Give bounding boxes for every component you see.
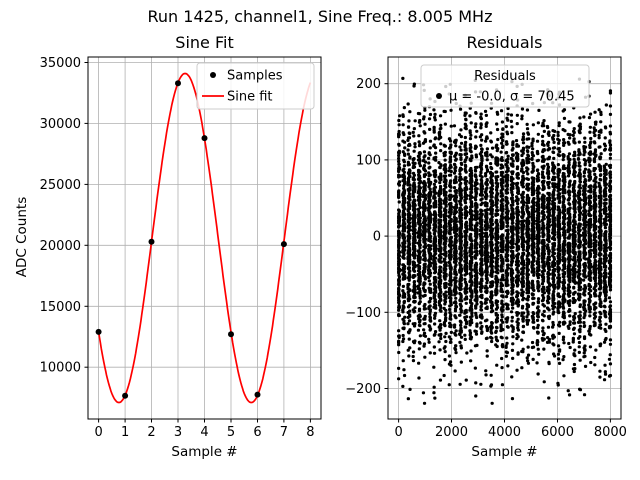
x-tick-label: 2000 [435,425,468,440]
x-tick-label: 5 [227,425,235,440]
legend-sine-fit: Samples Sine fit [196,62,315,110]
x-tick-label: 2 [147,425,155,440]
y-tick-label: 30000 [40,117,81,132]
legend-title-residuals: Residuals [474,69,536,84]
sample-point [175,80,181,87]
sample-points [95,80,287,399]
sample-point [122,392,129,399]
sample-point [228,331,234,338]
sample-point [280,241,287,248]
y-tick-label: 20000 [40,239,81,254]
x-tick-label: 3 [174,425,182,440]
y-tick-label: 0 [373,230,381,245]
xlabel-right-sample-number: Sample # [471,444,538,460]
panel-title-residuals: Residuals [466,33,543,52]
x-tick-label: 8 [306,425,314,440]
residuals-panel: 0 2000 4000 6000 8000 −200 −100 0 100 200 Residual… [345,56,627,440]
y-tick-label: 35000 [40,56,81,71]
x-tick-label: 8000 [594,425,627,440]
y-tick-label: 200 [356,77,381,92]
x-tick-label: 7 [280,425,288,440]
sample-point [148,238,155,245]
y-tick-label: 10000 [40,361,81,376]
x-tick-label: 6 [253,425,261,440]
legend-label-sine-fit: Sine fit [227,90,273,105]
x-tick-label: 0 [94,425,102,440]
sample-point [95,328,102,335]
sample-point [254,391,261,398]
legend-label-samples: Samples [227,69,283,84]
xlabel-left-sample-number: Sample # [171,444,238,460]
x-tick-label: 1 [121,425,129,440]
y-tick-label: −200 [345,382,381,397]
x-tick-label: 0 [394,425,402,440]
figure-title: Run 1425, channel1, Sine Freq.: 8.005 MH… [147,7,493,26]
x-tick-label: 4000 [488,425,521,440]
y-tick-label: 25000 [40,178,81,193]
residual-points [397,76,613,405]
y-tick-label: 100 [356,153,381,168]
y-tick-label: 15000 [40,300,81,315]
legend-box [420,64,590,108]
y-tick-label: −100 [345,306,381,321]
x-tick-label: 4 [200,425,208,440]
legend-residuals: Residuals μ = -0.0, σ = 70.45 [420,64,590,108]
legend-samples-marker-icon [210,72,216,78]
x-tick-label: 6000 [541,425,574,440]
sample-point [201,135,208,142]
legend-box [196,62,315,110]
legend-label-mu-sigma: μ = -0.0, σ = 70.45 [449,90,575,105]
legend-residuals-marker-icon [436,93,442,99]
sine-fit-panel: 0 1 2 3 4 5 6 7 8 10000 15000 20000 25000 30000 35000 S… [40,56,322,440]
panel-title-sine-fit: Sine Fit [175,33,234,52]
